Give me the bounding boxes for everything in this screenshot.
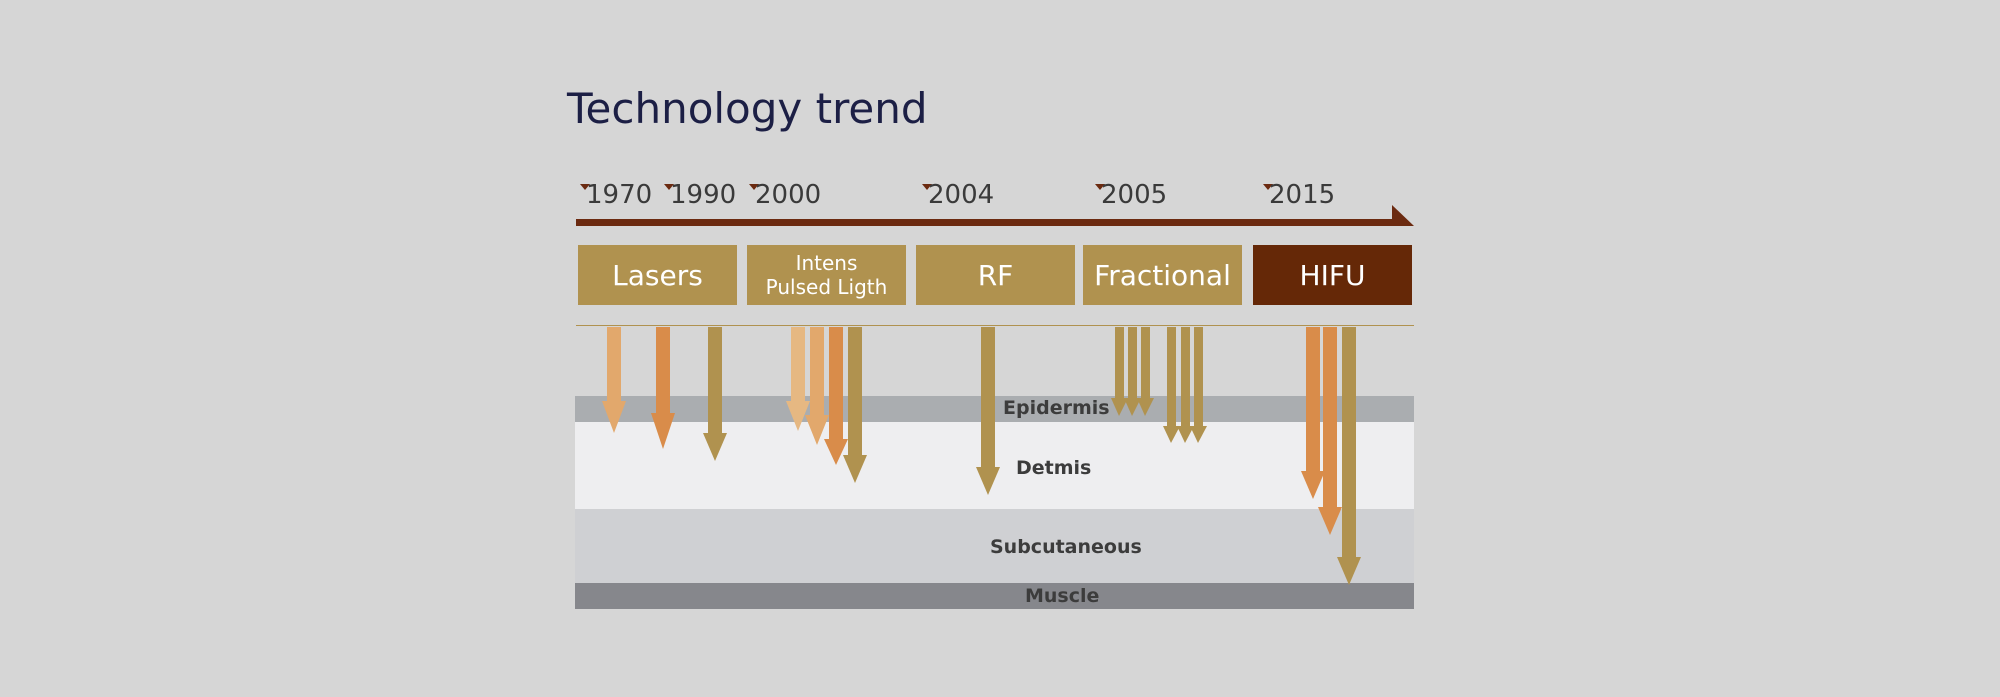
timeline-arrow-icon: [1392, 205, 1414, 226]
laser-arrow-2: [651, 327, 675, 449]
tech-box-lasers: Lasers: [578, 245, 737, 305]
tech-box-ipl: Intens Pulsed Ligth: [747, 245, 906, 305]
rf-arrow: [976, 327, 1000, 495]
tech-label-line2: Pulsed Ligth: [765, 275, 888, 299]
year-2005: 2005: [1101, 180, 1168, 210]
fractional-arrow-5: [1177, 327, 1194, 443]
fractional-arrow-1: [1111, 327, 1128, 416]
hifu-arrow-2: [1318, 327, 1342, 535]
year-2015: 2015: [1269, 180, 1336, 210]
laser-arrow-3: [703, 327, 727, 461]
fractional-arrow-4: [1163, 327, 1180, 443]
page-title: Technology trend: [567, 84, 928, 133]
layer-subcutaneous: Subcutaneous: [575, 509, 1414, 583]
year-1970: 1970: [586, 180, 653, 210]
year-2000: 2000: [755, 180, 822, 210]
fractional-arrow-3: [1137, 327, 1154, 416]
laser-arrow-1: [602, 327, 626, 433]
ipl-arrow-4: [843, 327, 867, 483]
fractional-arrow-6: [1190, 327, 1207, 443]
layer-label-dermis: Detmis: [1016, 457, 1092, 479]
year-2004: 2004: [928, 180, 995, 210]
ipl-arrow-2: [805, 327, 829, 445]
tech-box-fractional: Fractional: [1083, 245, 1242, 305]
ipl-arrow-1: [786, 327, 810, 431]
layer-label-subcutaneous: Subcutaneous: [990, 536, 1142, 558]
year-1990: 1990: [670, 180, 737, 210]
tech-box-hifu: HIFU: [1253, 245, 1412, 305]
tech-label: HIFU: [1299, 258, 1366, 292]
layer-label-epidermis: Epidermis: [1003, 397, 1110, 419]
year-marker-icon: [580, 184, 590, 190]
tech-label: Lasers: [612, 258, 703, 292]
layer-muscle: Muscle: [575, 583, 1414, 609]
year-marker-icon: [922, 184, 932, 190]
year-marker-icon: [664, 184, 674, 190]
tech-label: Fractional: [1094, 258, 1231, 292]
year-marker-icon: [749, 184, 759, 190]
divider-line: [576, 325, 1414, 326]
timeline-bar: [576, 219, 1396, 226]
fractional-arrow-2: [1124, 327, 1141, 416]
hifu-arrow-3: [1337, 327, 1361, 585]
ipl-arrow-3: [824, 327, 848, 465]
year-marker-icon: [1263, 184, 1273, 190]
hifu-arrow-1: [1301, 327, 1325, 499]
tech-box-rf: RF: [916, 245, 1075, 305]
tech-label: RF: [977, 258, 1014, 292]
year-marker-icon: [1095, 184, 1105, 190]
layer-label-muscle: Muscle: [1025, 585, 1100, 607]
tech-label-line1: Intens: [795, 251, 858, 275]
